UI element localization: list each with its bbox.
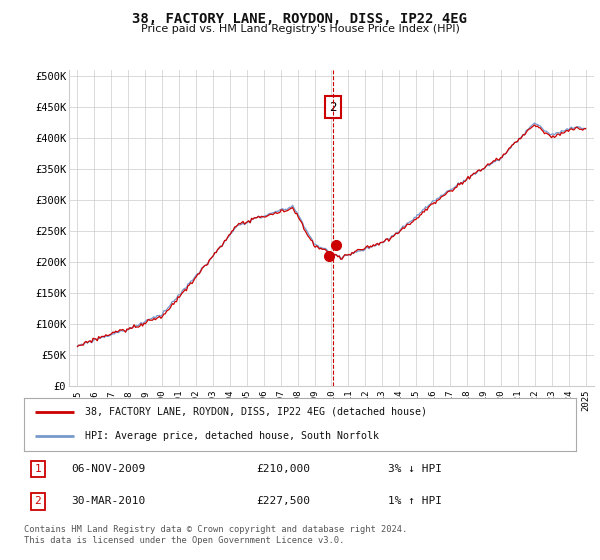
- Text: 38, FACTORY LANE, ROYDON, DISS, IP22 4EG: 38, FACTORY LANE, ROYDON, DISS, IP22 4EG: [133, 12, 467, 26]
- Text: 2: 2: [329, 101, 337, 114]
- Text: HPI: Average price, detached house, South Norfolk: HPI: Average price, detached house, Sout…: [85, 431, 379, 441]
- Text: £227,500: £227,500: [256, 496, 310, 506]
- Text: 30-MAR-2010: 30-MAR-2010: [71, 496, 145, 506]
- Text: 1: 1: [34, 464, 41, 474]
- Text: £210,000: £210,000: [256, 464, 310, 474]
- Text: 06-NOV-2009: 06-NOV-2009: [71, 464, 145, 474]
- Text: 3% ↓ HPI: 3% ↓ HPI: [388, 464, 442, 474]
- Text: Price paid vs. HM Land Registry's House Price Index (HPI): Price paid vs. HM Land Registry's House …: [140, 24, 460, 34]
- Text: 38, FACTORY LANE, ROYDON, DISS, IP22 4EG (detached house): 38, FACTORY LANE, ROYDON, DISS, IP22 4EG…: [85, 407, 427, 417]
- Text: 1% ↑ HPI: 1% ↑ HPI: [388, 496, 442, 506]
- Text: 2: 2: [34, 496, 41, 506]
- Text: Contains HM Land Registry data © Crown copyright and database right 2024.
This d: Contains HM Land Registry data © Crown c…: [24, 525, 407, 545]
